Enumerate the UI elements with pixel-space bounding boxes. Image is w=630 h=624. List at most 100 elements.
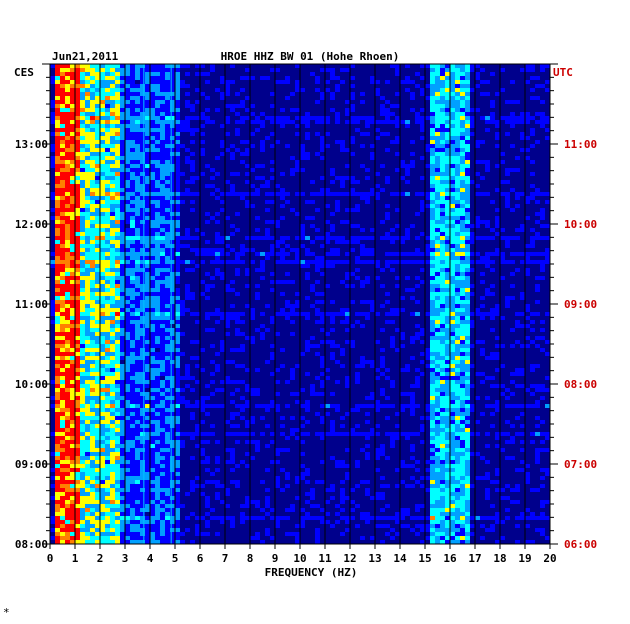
spectrogram-cell — [375, 408, 380, 412]
spectrogram-cell — [395, 140, 400, 144]
spectrogram-cell — [100, 196, 105, 200]
spectrogram-cell — [110, 312, 115, 316]
spectrogram-cell — [60, 332, 65, 336]
spectrogram-cell — [60, 216, 65, 220]
spectrogram-cell — [105, 204, 110, 208]
spectrogram-cell — [125, 104, 130, 108]
spectrogram-cell — [170, 256, 175, 260]
spectrogram-cell — [150, 104, 155, 108]
spectrogram-cell — [80, 216, 85, 220]
spectrogram-cell — [445, 344, 450, 348]
spectrogram-cell — [535, 424, 540, 428]
spectrogram-cell — [125, 152, 130, 156]
spectrogram-cell — [150, 360, 155, 364]
spectrogram-cell — [510, 116, 515, 120]
spectrogram-cell — [480, 272, 485, 276]
spectrogram-cell — [140, 228, 145, 232]
spectrogram-cell — [90, 116, 95, 120]
spectrogram-cell — [175, 384, 180, 388]
spectrogram-cell — [340, 236, 345, 240]
spectrogram-cell — [115, 216, 120, 220]
spectrogram-cell — [535, 344, 540, 348]
spectrogram-cell — [445, 184, 450, 188]
spectrogram-cell — [220, 140, 225, 144]
spectrogram-cell — [185, 100, 190, 104]
spectrogram-cell — [135, 320, 140, 324]
spectrogram-cell — [280, 236, 285, 240]
spectrogram-cell — [95, 104, 100, 108]
spectrogram-cell — [115, 232, 120, 236]
spectrogram-cell — [350, 96, 355, 100]
spectrogram-cell — [130, 132, 135, 136]
spectrogram-cell — [225, 252, 230, 256]
spectrogram-cell — [455, 192, 460, 196]
spectrogram-cell — [75, 348, 80, 352]
spectrogram-cell — [75, 68, 80, 72]
spectrogram-cell — [150, 292, 155, 296]
spectrogram-cell — [440, 112, 445, 116]
spectrogram-cell — [460, 180, 465, 184]
spectrogram-cell — [60, 364, 65, 368]
spectrogram-cell — [155, 300, 160, 304]
spectrogram-cell — [280, 240, 285, 244]
spectrogram-cell — [505, 192, 510, 196]
spectrogram-cell — [75, 356, 80, 360]
spectrogram-cell — [250, 112, 255, 116]
spectrogram-cell — [485, 356, 490, 360]
spectrogram-cell — [205, 72, 210, 76]
spectrogram-cell — [65, 148, 70, 152]
spectrogram-cell — [475, 372, 480, 376]
spectrogram-cell — [160, 188, 165, 192]
spectrogram-cell — [410, 412, 415, 416]
spectrogram-cell — [315, 152, 320, 156]
spectrogram-cell — [350, 108, 355, 112]
spectrogram-cell — [445, 172, 450, 176]
spectrogram-cell — [350, 272, 355, 276]
spectrogram-cell — [140, 340, 145, 344]
spectrogram-cell — [510, 252, 515, 256]
spectrogram-cell — [75, 320, 80, 324]
spectrogram-cell — [420, 440, 425, 444]
spectrogram-cell — [315, 432, 320, 436]
spectrogram-cell — [65, 376, 70, 380]
spectrogram-cell — [115, 444, 120, 448]
spectrogram-cell — [210, 392, 215, 396]
spectrogram-cell — [65, 116, 70, 120]
spectrogram-cell — [80, 180, 85, 184]
spectrogram-cell — [60, 396, 65, 400]
spectrogram-cell — [470, 236, 475, 240]
spectrogram-cell — [160, 256, 165, 260]
spectrogram-cell — [440, 276, 445, 280]
spectrogram-cell — [245, 284, 250, 288]
spectrogram-cell — [155, 400, 160, 404]
spectrogram-cell — [210, 312, 215, 316]
spectrogram-cell — [360, 116, 365, 120]
spectrogram-cell — [95, 204, 100, 208]
spectrogram-cell — [545, 260, 550, 264]
spectrogram-cell — [265, 180, 270, 184]
spectrogram-cell — [65, 152, 70, 156]
spectrogram-cell — [55, 92, 60, 96]
spectrogram-cell — [385, 100, 390, 104]
spectrogram-cell — [535, 120, 540, 124]
spectrogram-cell — [450, 136, 455, 140]
spectrogram-cell — [65, 240, 70, 244]
spectrogram-cell — [200, 140, 205, 144]
spectrogram-cell — [170, 452, 175, 456]
spectrogram-cell — [105, 240, 110, 244]
spectrogram-cell — [335, 408, 340, 412]
spectrogram-cell — [60, 352, 65, 356]
spectrogram-cell — [445, 248, 450, 252]
spectrogram-cell — [130, 348, 135, 352]
spectrogram-cell — [140, 384, 145, 388]
spectrogram-cell — [105, 428, 110, 432]
spectrogram-cell — [150, 176, 155, 180]
spectrogram-cell — [55, 352, 60, 356]
spectrogram-cell — [120, 152, 125, 156]
spectrogram-cell — [70, 124, 75, 128]
spectrogram-cell — [90, 156, 95, 160]
spectrogram-cell — [70, 72, 75, 76]
spectrogram-cell — [170, 284, 175, 288]
spectrogram-cell — [225, 80, 230, 84]
spectrogram-cell — [95, 296, 100, 300]
